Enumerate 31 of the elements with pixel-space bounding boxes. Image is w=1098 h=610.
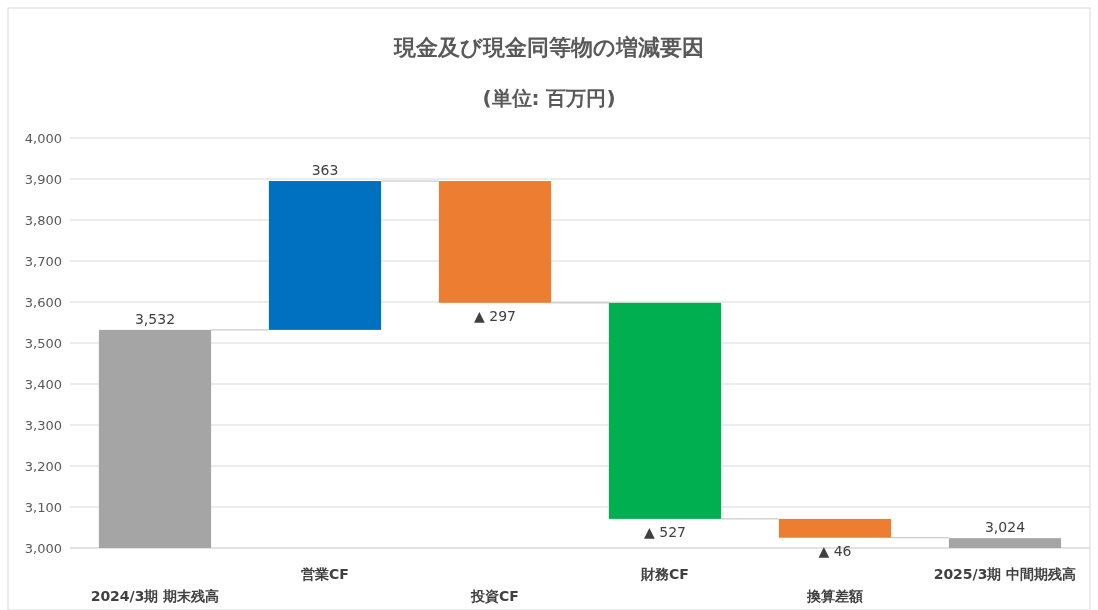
y-tick-label: 3,700 xyxy=(24,254,62,269)
y-tick-label: 4,000 xyxy=(24,131,62,146)
data-label: ▲ 297 xyxy=(474,307,516,324)
data-label: 363 xyxy=(311,162,339,179)
x-tick-label: 投資CF xyxy=(470,588,519,604)
x-tick-label: 換算差額 xyxy=(806,588,863,604)
chart-subtitle: (単位: 百万円) xyxy=(482,86,616,110)
data-label: 3,532 xyxy=(134,310,176,327)
y-tick-label: 3,500 xyxy=(24,336,62,351)
bar xyxy=(778,518,892,538)
x-tick-label: 営業CF xyxy=(301,566,349,582)
y-tick-label: 3,100 xyxy=(24,500,62,515)
y-tick-label: 3,800 xyxy=(24,213,62,228)
bar xyxy=(268,181,382,330)
data-label: 3,024 xyxy=(984,519,1026,536)
y-tick-label: 3,400 xyxy=(24,377,62,392)
y-tick-label: 3,900 xyxy=(24,172,62,187)
y-tick-label: 3,600 xyxy=(24,295,62,310)
x-tick-label: 2024/3期 期末残高 xyxy=(90,588,220,604)
bar xyxy=(438,181,552,303)
y-tick-label: 3,300 xyxy=(24,418,62,433)
bar xyxy=(948,538,1062,548)
x-tick-label: 財務CF xyxy=(640,566,689,582)
bar xyxy=(98,329,212,548)
data-label: ▲ 46 xyxy=(818,542,852,559)
y-tick-label: 3,000 xyxy=(24,541,62,556)
y-tick-label: 3,200 xyxy=(24,459,62,474)
chart-title: 現金及び現金同等物の増減要因 xyxy=(393,35,704,60)
x-tick-label: 2025/3期 中間期残高 xyxy=(933,566,1077,582)
bar xyxy=(608,302,722,519)
data-label: ▲ 527 xyxy=(644,523,686,540)
